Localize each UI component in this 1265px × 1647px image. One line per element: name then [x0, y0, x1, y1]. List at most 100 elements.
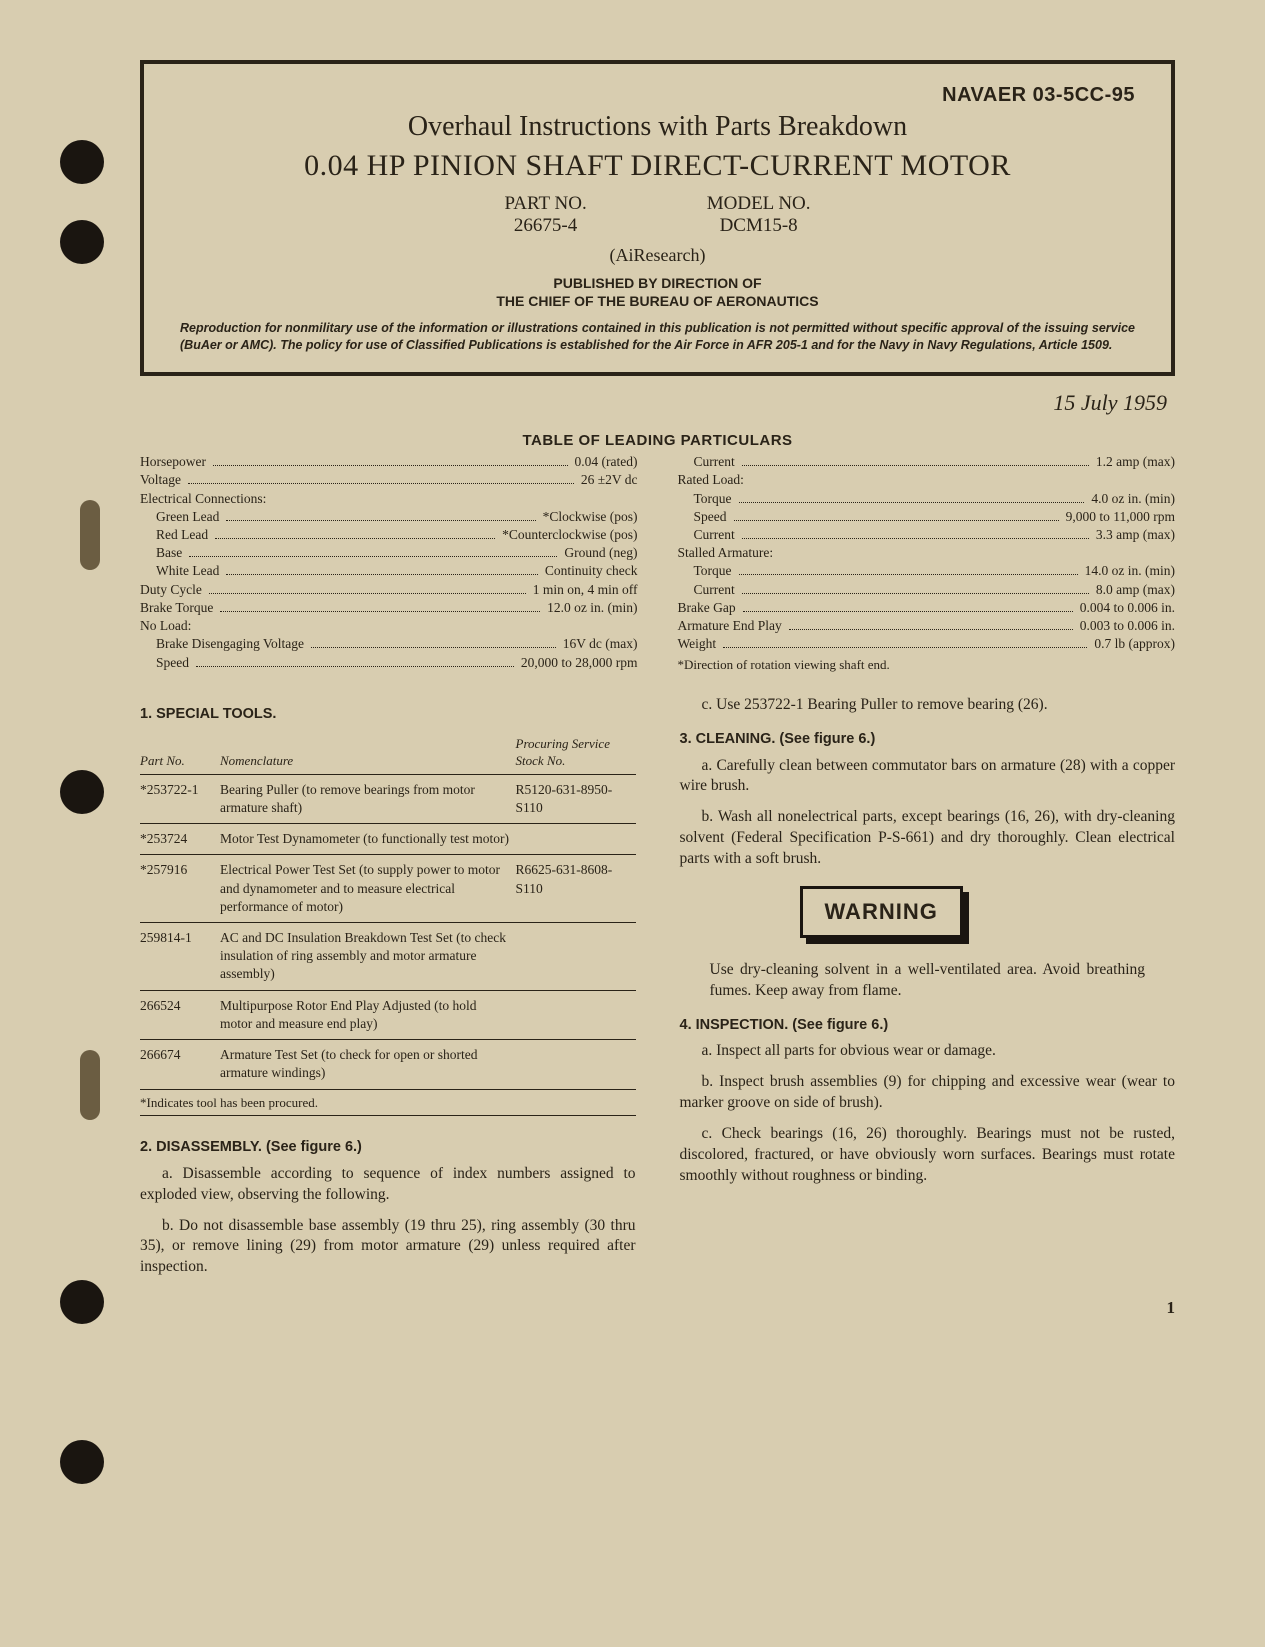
particulars-key: Base — [156, 544, 186, 562]
inspection-b: b. Inspect brush assemblies (9) for chip… — [680, 1072, 1176, 1114]
tools-partno: *253724 — [140, 824, 220, 855]
particulars-value: 4.0 oz in. (min) — [1087, 490, 1175, 508]
particulars-key: Speed — [694, 508, 731, 526]
particulars-row: White Lead Continuity check — [140, 562, 638, 580]
published-by: PUBLISHED BY DIRECTION OF THE CHIEF OF T… — [180, 274, 1135, 310]
tools-stockno — [516, 990, 636, 1039]
tools-partno: 259814-1 — [140, 923, 220, 991]
title-line-2: 0.04 HP PINION SHAFT DIRECT-CURRENT MOTO… — [180, 149, 1135, 183]
particulars-row: BaseGround (neg) — [140, 544, 638, 562]
punch-hole — [60, 1440, 104, 1484]
particulars-row: Current 1.2 amp (max) — [678, 453, 1176, 471]
punch-hole — [60, 140, 104, 184]
particulars-value: *Clockwise (pos) — [539, 508, 638, 526]
warning-label: WARNING — [825, 899, 938, 924]
particulars-row: Green Lead *Clockwise (pos) — [140, 508, 638, 526]
particulars-key: White Lead — [156, 562, 223, 580]
tools-row: 266674Armature Test Set (to check for op… — [140, 1040, 636, 1089]
particulars-value: Continuity check — [541, 562, 638, 580]
particulars-key: Current — [694, 581, 739, 599]
particulars-value: 3.3 amp (max) — [1092, 526, 1175, 544]
particulars-key: Voltage — [140, 471, 185, 489]
tools-nomenclature: Motor Test Dynamometer (to functionally … — [220, 824, 516, 855]
disassembly-heading: 2. DISASSEMBLY. (See figure 6.) — [140, 1138, 636, 1158]
particulars-key: Brake Gap — [678, 599, 740, 617]
tools-row: *253724Motor Test Dynamometer (to functi… — [140, 824, 636, 855]
particulars-key: Brake Torque — [140, 599, 217, 617]
particulars-value: 9,000 to 11,000 rpm — [1062, 508, 1175, 526]
tools-stockno: R6625-631-8608-S110 — [516, 855, 636, 923]
page-number: 1 — [140, 1298, 1175, 1318]
particulars-value: 0.003 to 0.006 in. — [1076, 617, 1175, 635]
particulars-key: Current — [694, 453, 739, 471]
punch-hole — [60, 1280, 104, 1324]
particulars-value: 1.2 amp (max) — [1092, 453, 1175, 471]
particulars-value: 26 ±2V dc — [577, 471, 638, 489]
tools-nomenclature: Bearing Puller (to remove bearings from … — [220, 774, 516, 823]
particulars-key: Rated Load: — [678, 471, 748, 489]
particulars-key: Torque — [694, 562, 736, 580]
particulars-row: Armature End Play 0.003 to 0.006 in. — [678, 617, 1176, 635]
tools-nomenclature: Electrical Power Test Set (to supply pow… — [220, 855, 516, 923]
particulars-value: 8.0 amp (max) — [1092, 581, 1175, 599]
particulars-row: Electrical Connections: — [140, 490, 638, 508]
particulars-value: 12.0 oz in. (min) — [543, 599, 637, 617]
particulars-row: Current 3.3 amp (max) — [678, 526, 1176, 544]
particulars-row: Torque 14.0 oz in. (min) — [678, 562, 1176, 580]
particulars-key: Electrical Connections: — [140, 490, 270, 508]
tools-partno: 266524 — [140, 990, 220, 1039]
particulars-value: 14.0 oz in. (min) — [1081, 562, 1175, 580]
cleaning-b: b. Wash all nonelectrical parts, except … — [680, 807, 1176, 870]
disassembly-a: a. Disassemble according to sequence of … — [140, 1164, 636, 1206]
warning-text: Use dry-cleaning solvent in a well-venti… — [710, 960, 1146, 1002]
company: (AiResearch) — [180, 245, 1135, 266]
tools-row: *257916Electrical Power Test Set (to sup… — [140, 855, 636, 923]
tools-row: 259814-1AC and DC Insulation Breakdown T… — [140, 923, 636, 991]
particulars-table: Horsepower0.04 (rated)Voltage 26 ±2V dc El… — [140, 453, 1175, 673]
model-no-label: MODEL NO. — [707, 193, 811, 215]
particulars-row: No Load: — [140, 617, 638, 635]
tools-col-header: Nomenclature — [220, 731, 516, 775]
tools-stockno — [516, 923, 636, 991]
particulars-key: Current — [694, 526, 739, 544]
particulars-key: Armature End Play — [678, 617, 786, 635]
part-no-label: PART NO. — [504, 193, 586, 215]
particulars-row: Brake Torque 12.0 oz in. (min) — [140, 599, 638, 617]
particulars-value: 1 min on, 4 min off — [529, 581, 638, 599]
particulars-value: 16V dc (max) — [559, 635, 638, 653]
particulars-key: No Load: — [140, 617, 195, 635]
tools-nomenclature: Multipurpose Rotor End Play Adjusted (to… — [220, 990, 516, 1039]
particulars-row: Speed 20,000 to 28,000 rpm — [140, 654, 638, 672]
particulars-row: Horsepower0.04 (rated) — [140, 453, 638, 471]
binding-tear — [80, 1050, 100, 1120]
tools-row: 266524Multipurpose Rotor End Play Adjust… — [140, 990, 636, 1039]
part-no: 26675-4 — [504, 215, 586, 237]
title-frame: NAVAER 03-5CC-95 Overhaul Instructions w… — [140, 60, 1175, 376]
particulars-key: Brake Disengaging Voltage — [156, 635, 308, 653]
particulars-value: 20,000 to 28,000 rpm — [517, 654, 638, 672]
inspection-heading: 4. INSPECTION. (See figure 6.) — [680, 1016, 1176, 1036]
particulars-key: Green Lead — [156, 508, 223, 526]
tools-stockno — [516, 824, 636, 855]
particulars-row: Rated Load: — [678, 471, 1176, 489]
model-no: DCM15-8 — [707, 215, 811, 237]
tools-partno: *253722-1 — [140, 774, 220, 823]
particulars-row: Current 8.0 amp (max) — [678, 581, 1176, 599]
issue-date: 15 July 1959 — [140, 390, 1175, 416]
tools-heading: 1. SPECIAL TOOLS. — [140, 705, 636, 725]
particulars-key: Speed — [156, 654, 193, 672]
inspection-c: c. Check bearings (16, 26) thoroughly. B… — [680, 1124, 1176, 1187]
tools-footnote: *Indicates tool has been procured. — [140, 1090, 636, 1117]
particulars-key: Stalled Armature: — [678, 544, 778, 562]
particulars-key: Weight — [678, 635, 721, 653]
particulars-title: TABLE OF LEADING PARTICULARS — [140, 432, 1175, 449]
warning-box: WARNING — [800, 886, 963, 938]
particulars-value: 0.004 to 0.006 in. — [1076, 599, 1175, 617]
punch-hole — [60, 220, 104, 264]
part-model-row: PART NO. 26675-4 MODEL NO. DCM15-8 — [180, 193, 1135, 237]
tools-nomenclature: Armature Test Set (to check for open or … — [220, 1040, 516, 1089]
tools-partno: 266674 — [140, 1040, 220, 1089]
particulars-row: Torque4.0 oz in. (min) — [678, 490, 1176, 508]
tools-col-header: Part No. — [140, 731, 220, 775]
binding-tear — [80, 500, 100, 570]
